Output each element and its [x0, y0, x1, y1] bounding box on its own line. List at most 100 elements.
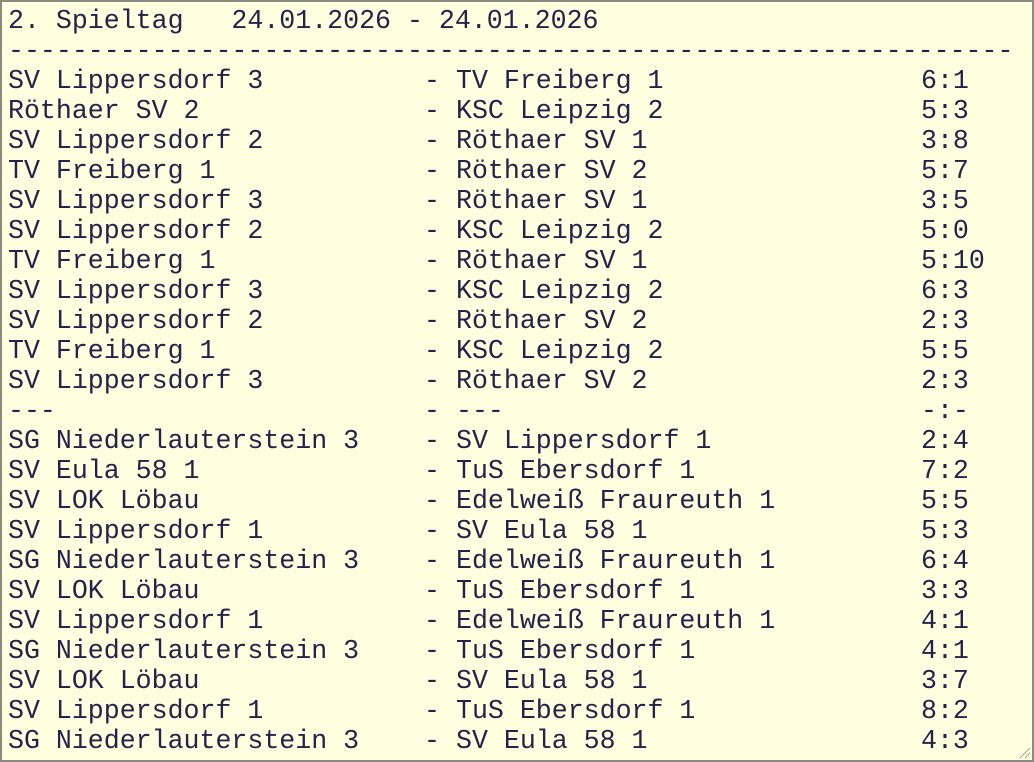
match-row: SV Lippersdorf 1 - TuS Ebersdorf 1 8:2: [8, 696, 1032, 726]
home-team: SG Niederlauterstein 3: [8, 636, 360, 666]
vs-dash: -: [424, 186, 440, 216]
match-row: SV LOK Löbau - SV Eula 58 1 3:7: [8, 666, 1032, 696]
vs-dash: -: [424, 546, 440, 576]
match-row: SG Niederlauterstein 3 - SV Lippersdorf 1 2…: [8, 426, 1032, 456]
home-team: SV Lippersdorf 3: [8, 186, 264, 216]
away-team: Röthaer SV 1: [456, 246, 648, 276]
match-score: 4:1: [921, 636, 969, 666]
vs-dash: -: [424, 246, 440, 276]
vs-dash: -: [424, 396, 440, 426]
home-team: SV Lippersdorf 3: [8, 276, 264, 306]
match-score: 5:7: [921, 156, 969, 186]
vs-dash: -: [424, 156, 440, 186]
match-score: 6:3: [921, 276, 969, 306]
home-team: SV Lippersdorf 2: [8, 126, 264, 156]
home-team: SV Lippersdorf 3: [8, 66, 264, 96]
away-team: Röthaer SV 2: [456, 306, 648, 336]
vs-dash: -: [424, 726, 440, 756]
match-row: SG Niederlauterstein 3 - TuS Ebersdorf 1 4:…: [8, 636, 1032, 666]
match-score: 3:7: [921, 666, 969, 696]
match-score: 6:1: [921, 66, 969, 96]
match-row: TV Freiberg 1 - Röthaer SV 2 5:7: [8, 156, 1032, 186]
match-list: SV Lippersdorf 3- TV Freiberg 1 6:1 Röthaer…: [8, 66, 1032, 756]
vs-dash: -: [424, 486, 440, 516]
vs-dash: -: [424, 126, 440, 156]
match-row: SG Niederlauterstein 3 - Edelweiß Fraureut…: [8, 546, 1032, 576]
match-row: SV Lippersdorf 1 - Edelweiß Fraureuth 1 4:1: [8, 606, 1032, 636]
match-score: 5:5: [921, 336, 969, 366]
away-team: Edelweiß Fraureuth 1: [456, 486, 776, 516]
match-row: SV LOK Löbau - TuS Ebersdorf 1 3:3: [8, 576, 1032, 606]
match-score: 3:5: [921, 186, 969, 216]
away-team: KSC Leipzig 2: [456, 96, 664, 126]
home-team: SG Niederlauterstein 3: [8, 426, 360, 456]
away-team: KSC Leipzig 2: [456, 216, 664, 246]
match-row: TV Freiberg 1 - KSC Leipzig 2 5:5: [8, 336, 1032, 366]
home-team: SG Niederlauterstein 3: [8, 726, 360, 756]
match-score: 3:3: [921, 576, 969, 606]
away-team: SV Eula 58 1: [456, 666, 648, 696]
away-team: ---: [456, 396, 504, 426]
vs-dash: -: [424, 336, 440, 366]
vs-dash: -: [424, 516, 440, 546]
home-team: SV Lippersdorf 1: [8, 516, 264, 546]
match-row: --- - --- -:-: [8, 396, 1032, 426]
match-score: -:-: [921, 396, 969, 426]
home-team: SV LOK Löbau: [8, 486, 200, 516]
home-team: SV Lippersdorf 1: [8, 606, 264, 636]
vs-dash: -: [424, 576, 440, 606]
away-team: SV Lippersdorf 1: [456, 426, 712, 456]
vs-dash: -: [424, 606, 440, 636]
home-team: SG Niederlauterstein 3: [8, 546, 360, 576]
match-row: Röthaer SV 2 - KSC Leipzig 2 5:3: [8, 96, 1032, 126]
separator-line: ----------------------------------------…: [8, 36, 1014, 66]
vs-dash: -: [424, 636, 440, 666]
match-row: SV Lippersdorf 3 - Röthaer SV 2 2:3: [8, 366, 1032, 396]
match-row: SV Lippersdorf 3 - TV Freiberg 1 6:1: [8, 66, 1032, 96]
match-score: 5:0: [921, 216, 969, 246]
match-row: TV Freiberg 1 - Röthaer SV 1 5:10: [8, 246, 1032, 276]
match-row: SG Niederlauterstein 3 - SV Eula 58 1 4:3: [8, 726, 1032, 756]
home-team: SV LOK Löbau: [8, 666, 200, 696]
match-score: 5:5: [921, 486, 969, 516]
resize-grip-icon[interactable]: [1020, 748, 1030, 758]
away-team: Röthaer SV 2: [456, 366, 648, 396]
home-team: SV Lippersdorf 2: [8, 306, 264, 336]
away-team: TuS Ebersdorf 1: [456, 576, 696, 606]
vs-dash: -: [424, 216, 440, 246]
away-team: SV Eula 58 1: [456, 726, 648, 756]
vs-dash: -: [424, 96, 440, 126]
away-team: KSC Leipzig 2: [456, 276, 664, 306]
away-team: Röthaer SV 1: [456, 186, 648, 216]
away-team: SV Eula 58 1: [456, 516, 648, 546]
home-team: Röthaer SV 2: [8, 96, 200, 126]
away-team: Edelweiß Fraureuth 1: [456, 546, 776, 576]
match-score: 5:3: [921, 96, 969, 126]
away-team: TuS Ebersdorf 1: [456, 696, 696, 726]
match-row: SV Lippersdorf 3 - Röthaer SV 1 3:5: [8, 186, 1032, 216]
away-team: TuS Ebersdorf 1: [456, 456, 696, 486]
home-team: TV Freiberg 1: [8, 246, 216, 276]
match-row: SV Lippersdorf 1 - SV Eula 58 1 5:3: [8, 516, 1032, 546]
match-score: 4:1: [921, 606, 969, 636]
vs-dash: -: [424, 426, 440, 456]
match-score: 5:10: [921, 246, 985, 276]
home-team: TV Freiberg 1: [8, 336, 216, 366]
match-score: 7:2: [921, 456, 969, 486]
match-row: SV Lippersdorf 2 - KSC Leipzig 2 5:0: [8, 216, 1032, 246]
match-row: SV LOK Löbau - Edelweiß Fraureuth 1 5:5: [8, 486, 1032, 516]
match-score: 4:3: [921, 726, 969, 756]
match-score: 2:4: [921, 426, 969, 456]
home-team: ---: [8, 396, 56, 426]
vs-dash: -: [424, 456, 440, 486]
match-row: SV Eula 58 1 - TuS Ebersdorf 1 7:2: [8, 456, 1032, 486]
match-score: 8:2: [921, 696, 969, 726]
vs-dash: -: [424, 306, 440, 336]
vs-dash: -: [424, 66, 440, 96]
vs-dash: -: [424, 696, 440, 726]
match-score: 5:3: [921, 516, 969, 546]
away-team: Röthaer SV 1: [456, 126, 648, 156]
match-row: SV Lippersdorf 2 - Röthaer SV 2 2:3: [8, 306, 1032, 336]
match-score: 2:3: [921, 306, 969, 336]
